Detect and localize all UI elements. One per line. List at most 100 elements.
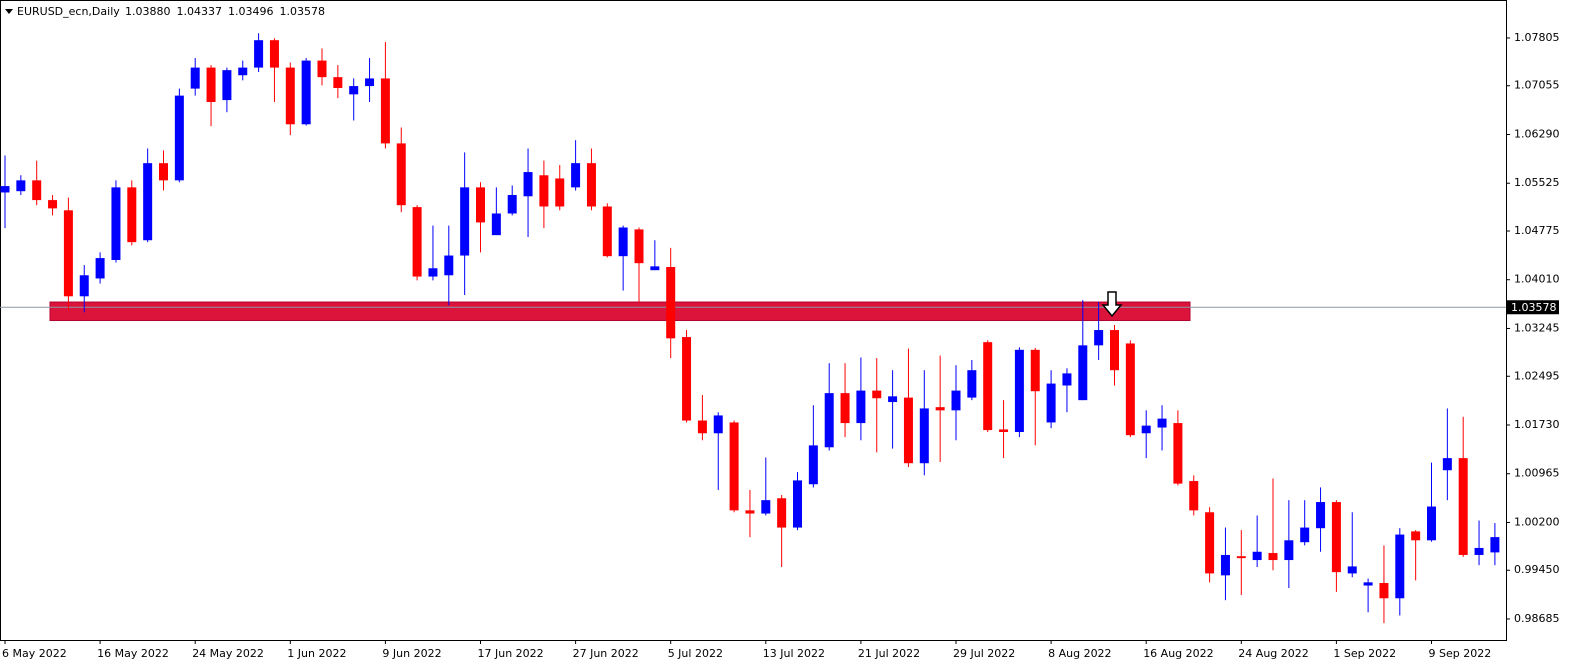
candle-body — [1300, 527, 1310, 543]
candle-body — [1458, 458, 1468, 555]
x-tick-label: 9 Sep 2022 — [1429, 647, 1492, 660]
header-value: 1.03880 — [125, 5, 171, 18]
y-tick-label: 0.98685 — [1514, 612, 1560, 625]
x-tick-label: 13 Jul 2022 — [763, 647, 825, 660]
candle-body — [1014, 349, 1024, 432]
candle-body — [682, 337, 692, 421]
candle-body — [1331, 502, 1341, 573]
x-tick-label: 29 Jul 2022 — [953, 647, 1015, 660]
candle-body — [1427, 506, 1436, 541]
candle-body — [1395, 534, 1405, 599]
candle-body — [1268, 553, 1278, 561]
candle-body — [761, 500, 771, 514]
candle-body — [745, 510, 755, 514]
candle-body — [95, 258, 105, 279]
support-resistance-zone — [49, 301, 1191, 322]
candle-body — [254, 40, 264, 68]
candle-body — [1220, 554, 1230, 576]
candle-body — [650, 266, 660, 271]
y-tick-label: 1.06290 — [1514, 127, 1560, 140]
candle-body — [444, 255, 454, 276]
candle-body — [0, 186, 10, 193]
x-tick-label: 16 May 2022 — [97, 647, 169, 660]
x-tick-label: 1 Sep 2022 — [1333, 647, 1396, 660]
candle-body — [396, 143, 406, 206]
candle-body — [999, 429, 1009, 432]
x-tick-label: 8 Aug 2022 — [1048, 647, 1111, 660]
candle-body — [460, 187, 470, 256]
candle-body — [428, 268, 438, 277]
y-tick-label: 0.99450 — [1514, 563, 1560, 576]
candle-body — [269, 40, 279, 68]
candle-body — [206, 67, 216, 102]
candle-body — [143, 163, 153, 241]
candle-body — [127, 187, 137, 243]
candle-body — [1316, 502, 1326, 529]
y-tick-label: 1.00200 — [1514, 515, 1560, 528]
candle-body — [1078, 345, 1088, 401]
candle-body — [824, 393, 834, 448]
candle-body — [1141, 425, 1151, 434]
x-tick-label: 27 Jun 2022 — [573, 647, 639, 660]
candle-body — [285, 67, 295, 125]
candle-body — [159, 163, 168, 181]
header-value: 1.03578 — [280, 5, 326, 18]
candle-body — [174, 95, 184, 181]
candle-body — [222, 70, 232, 101]
candle-body — [602, 206, 612, 257]
y-tick-label: 1.02495 — [1514, 369, 1560, 382]
candle-body — [1411, 531, 1421, 541]
price-label-box — [1507, 300, 1559, 315]
candle-body — [333, 77, 343, 88]
candle-body — [967, 370, 977, 398]
candle-body — [539, 175, 549, 207]
candle-body — [412, 207, 422, 277]
candle-body — [729, 422, 739, 511]
candle-body — [888, 396, 898, 403]
candle-body — [16, 180, 26, 192]
y-tick-label: 1.00965 — [1514, 467, 1560, 480]
candle-body — [571, 163, 581, 188]
candle-body — [1046, 383, 1056, 423]
x-tick-label: 1 Jun 2022 — [287, 647, 346, 660]
x-tick-label: 21 Jul 2022 — [858, 647, 920, 660]
candle-body — [48, 200, 58, 209]
candle-body — [634, 229, 644, 264]
down-arrow — [1101, 291, 1123, 318]
y-tick-label: 1.03245 — [1514, 321, 1560, 334]
candle-body — [1236, 556, 1246, 559]
candle-body — [1125, 343, 1135, 436]
x-tick-label: 16 Aug 2022 — [1143, 647, 1213, 660]
candle-body — [190, 67, 200, 89]
price-label: 1.03578 — [1511, 301, 1557, 314]
candle-body — [793, 480, 802, 528]
candle-body — [1062, 373, 1072, 386]
candle-body — [1030, 349, 1040, 392]
candle-body — [555, 178, 565, 207]
candle-body — [1110, 330, 1119, 371]
candle-body — [840, 393, 850, 424]
candle-body — [1474, 547, 1484, 555]
candle-body — [365, 78, 375, 87]
header-value: 1.04337 — [177, 5, 223, 18]
x-tick-label: 17 Jun 2022 — [478, 647, 544, 660]
candle-body — [1094, 330, 1104, 346]
candle-body — [856, 390, 866, 424]
x-tick-label: 24 Aug 2022 — [1238, 647, 1308, 660]
candle-body — [1284, 540, 1294, 561]
candle-body — [63, 210, 73, 297]
candle-body — [697, 420, 707, 434]
candle-body — [618, 227, 628, 257]
candle-body — [238, 67, 248, 76]
candle-body — [983, 342, 993, 431]
y-tick-label: 1.07805 — [1514, 31, 1560, 44]
candle-body — [111, 187, 121, 260]
candle-body — [317, 60, 327, 78]
candle-body — [586, 163, 596, 207]
candle-body — [1173, 423, 1183, 484]
candle-body — [79, 275, 89, 297]
candle-body — [507, 195, 517, 214]
candle-body — [1347, 566, 1357, 574]
candle-body — [713, 415, 723, 434]
